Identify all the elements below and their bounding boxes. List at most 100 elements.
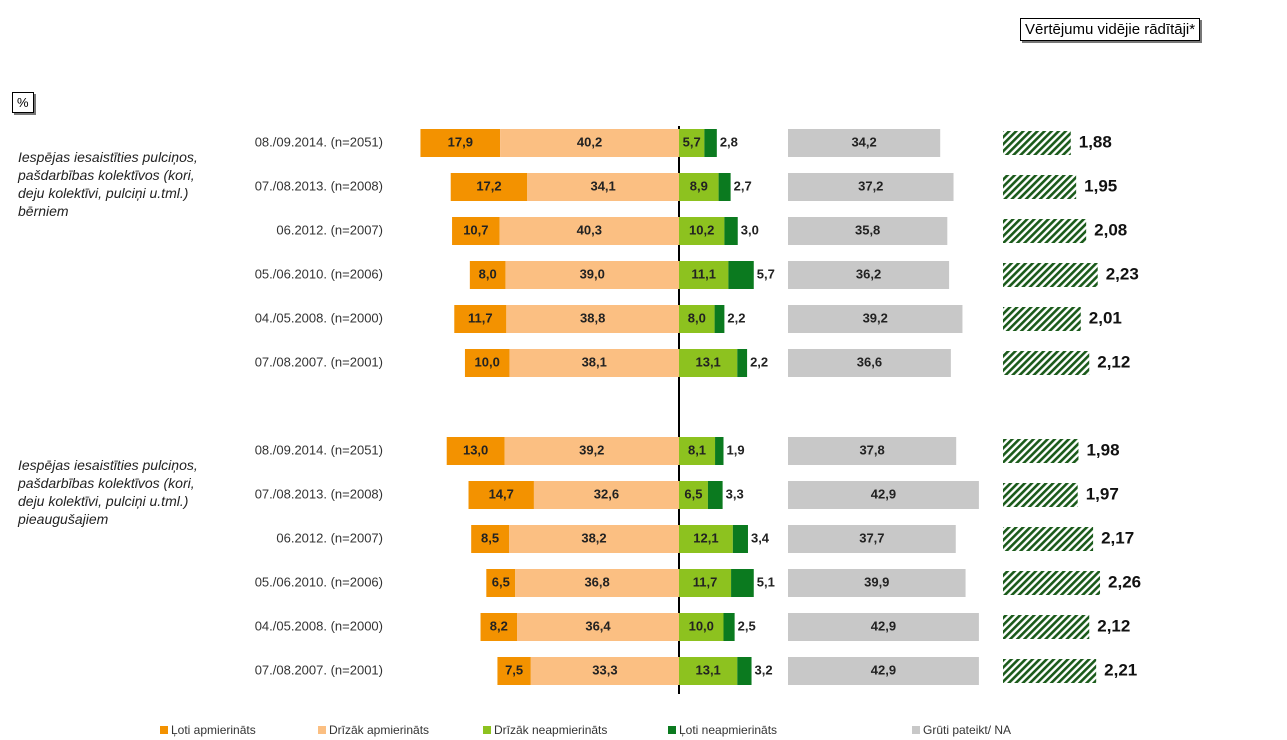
value-label: 39,2: [863, 310, 888, 325]
unit-label: %: [12, 92, 34, 113]
bar-segment: [788, 657, 979, 685]
bar-segment: [450, 173, 528, 201]
mean-bar: [1003, 307, 1081, 331]
bar-segment: [679, 261, 729, 289]
value-label: 8,9: [690, 178, 708, 193]
bar-segment: [788, 305, 963, 333]
mean-bar: [1003, 175, 1077, 199]
value-label: 2,7: [734, 178, 752, 193]
bar-segment: [497, 657, 531, 685]
bar-segment: [530, 657, 679, 685]
value-label: 10,7: [463, 222, 488, 237]
value-label: 2,2: [750, 354, 768, 369]
value-label: 37,8: [859, 442, 884, 457]
mean-label: 2,12: [1097, 352, 1130, 371]
category-label: 07./08.2007. (n=2001): [255, 354, 383, 369]
bar-segment: [679, 481, 708, 509]
bar-segment: [471, 525, 510, 553]
bar-segment: [506, 305, 679, 333]
value-label: 39,2: [579, 442, 604, 457]
bar-segment: [500, 129, 679, 157]
value-label: 34,2: [851, 134, 876, 149]
bar-segment: [527, 173, 679, 201]
category-label: 05./06.2010. (n=2006): [255, 266, 383, 281]
mean-label: 2,26: [1108, 572, 1141, 591]
bar-segment: [732, 525, 748, 553]
bar-segment: [788, 481, 979, 509]
mean-label: 2,21: [1104, 660, 1137, 679]
value-label: 8,2: [490, 618, 508, 633]
bar-segment: [731, 569, 754, 597]
bar-segment: [715, 437, 724, 465]
legend-label: Grūti pateikt/ NA: [923, 723, 1011, 737]
bar-segment: [517, 613, 679, 641]
mean-bar: [1003, 615, 1090, 639]
legend-swatch: [483, 726, 491, 734]
value-label: 36,6: [857, 354, 882, 369]
bar-segment: [788, 525, 956, 553]
bar-segment: [679, 525, 733, 553]
category-label: 07./08.2013. (n=2008): [255, 486, 383, 501]
bar-segment: [533, 481, 679, 509]
category-label: 07./08.2007. (n=2001): [255, 662, 383, 677]
bar-segment: [718, 173, 731, 201]
category-label: 04./05.2008. (n=2000): [255, 310, 383, 325]
mean-label: 2,17: [1101, 528, 1134, 547]
mean-label: 1,97: [1086, 484, 1119, 503]
mean-label: 1,95: [1084, 176, 1117, 195]
category-label: 04./05.2008. (n=2000): [255, 618, 383, 633]
category-label: 07./08.2013. (n=2008): [255, 178, 383, 193]
bar-segment: [704, 129, 717, 157]
value-label: 38,2: [581, 530, 606, 545]
bar-segment: [504, 437, 679, 465]
mean-title: Vērtējumu vidējie rādītāji*: [1020, 18, 1201, 41]
value-label: 10,0: [689, 618, 714, 633]
bar-segment: [679, 613, 724, 641]
legend-label: Ļoti apmierināts: [171, 723, 256, 737]
bar-segment: [788, 437, 957, 465]
mean-bar: [1003, 439, 1079, 463]
legend-swatch: [912, 726, 920, 734]
mean-label: 2,12: [1097, 616, 1130, 635]
value-label: 39,0: [580, 266, 605, 281]
value-label: 14,7: [489, 486, 514, 501]
bar-segment: [509, 525, 679, 553]
value-label: 10,0: [475, 354, 500, 369]
value-label: 8,0: [688, 310, 706, 325]
bar-segment: [788, 217, 948, 245]
bar-segment: [788, 173, 954, 201]
value-label: 1,9: [727, 442, 745, 457]
value-label: 11,7: [693, 574, 718, 589]
mean-label: 2,01: [1089, 308, 1122, 327]
value-label: 3,3: [726, 486, 744, 501]
value-label: 6,5: [492, 574, 510, 589]
value-label: 36,8: [584, 574, 609, 589]
bar-segment: [679, 437, 716, 465]
value-label: 5,7: [757, 266, 775, 281]
mean-bar: [1003, 483, 1078, 507]
bar-segment: [679, 349, 738, 377]
category-label: 08./09.2014. (n=2051): [255, 442, 383, 457]
value-label: 37,2: [858, 178, 883, 193]
bar-segment: [486, 569, 516, 597]
bar-segment: [788, 569, 966, 597]
bar-segment: [737, 349, 748, 377]
value-label: 3,0: [741, 222, 759, 237]
value-label: 37,7: [859, 530, 884, 545]
bar-segment: [515, 569, 679, 597]
value-label: 6,5: [684, 486, 702, 501]
value-label: 2,8: [720, 134, 738, 149]
bar-segment: [499, 217, 679, 245]
mean-bar: [1003, 571, 1101, 595]
mean-bar: [1003, 659, 1097, 683]
value-label: 8,1: [688, 442, 706, 457]
value-label: 35,8: [855, 222, 880, 237]
bar-segment: [452, 217, 500, 245]
value-label: 39,9: [864, 574, 889, 589]
mean-label: 2,23: [1106, 264, 1139, 283]
value-label: 32,6: [594, 486, 619, 501]
value-label: 17,2: [476, 178, 501, 193]
value-label: 13,1: [695, 354, 720, 369]
value-label: 36,2: [856, 266, 881, 281]
bar-segment: [788, 349, 951, 377]
